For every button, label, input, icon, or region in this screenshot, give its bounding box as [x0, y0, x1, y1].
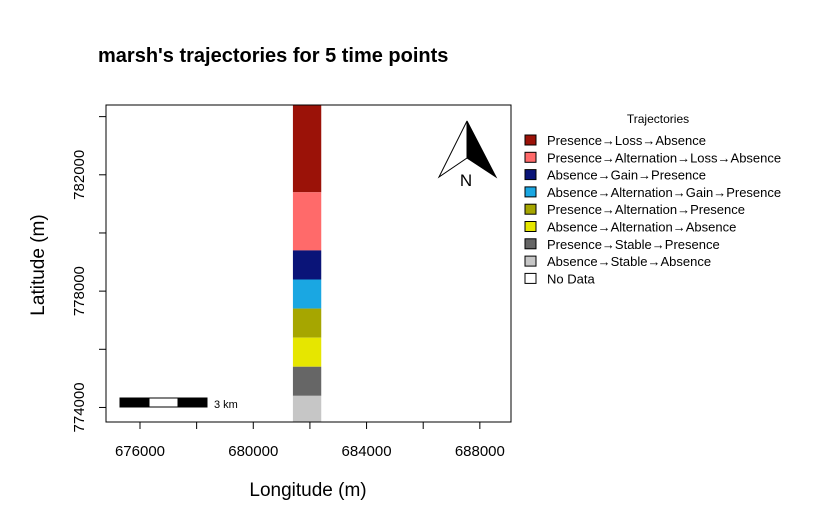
legend-label: No Data — [547, 271, 595, 286]
legend-swatch — [524, 238, 537, 250]
y-tick-label: 782000 — [71, 150, 88, 200]
trajectory-cell — [292, 366, 322, 396]
y-tick-label: 774000 — [71, 382, 88, 432]
plot-area — [105, 104, 512, 423]
scale-bar-label: 3 km — [214, 399, 238, 411]
legend-label: Absence→Stable→Absence — [547, 254, 711, 269]
legend-label: Absence→Alternation→Gain→Presence — [547, 185, 781, 200]
chart-title: marsh's trajectories for 5 time points — [98, 45, 448, 67]
y-tick-label: 778000 — [71, 266, 88, 316]
x-tick-label: 676000 — [115, 443, 165, 460]
trajectory-cell — [292, 279, 322, 309]
y-axis-title: Latitude (m) — [28, 214, 49, 315]
legend-label: Presence→Alternation→Presence — [547, 202, 745, 217]
legend-swatch — [524, 255, 537, 267]
x-axis: 676000 680000 684000 688000 — [115, 422, 505, 460]
scale-bar-segment — [148, 397, 179, 408]
trajectory-cell — [292, 308, 322, 338]
trajectory-cell — [292, 250, 322, 280]
legend-label: Absence→Gain→Presence — [547, 168, 706, 183]
legend-swatch — [524, 169, 537, 181]
legend: Trajectories Presence→Loss→AbsencePresen… — [524, 112, 781, 286]
legend-swatch — [524, 203, 537, 215]
north-arrow-left-half — [437, 120, 468, 179]
legend-label: Presence→Alternation→Loss→Absence — [547, 150, 781, 165]
legend-entries: Presence→Loss→Absence Presence→Alternatio… — [524, 133, 781, 286]
north-arrow-right-half — [466, 120, 498, 179]
north-arrow: N — [437, 120, 498, 190]
north-arrow-label: N — [460, 171, 472, 190]
y-axis: 774000 778000 782000 — [71, 116, 106, 432]
legend-swatch — [524, 272, 537, 284]
scale-bar-segment — [177, 397, 208, 408]
legend-label: Presence→Stable→Presence — [547, 237, 720, 252]
scale-bar-segment — [119, 397, 150, 408]
trajectory-cell — [292, 192, 322, 251]
trajectory-cells — [292, 105, 322, 422]
legend-label: Presence→Loss→Absence — [547, 133, 706, 148]
legend-swatch — [524, 221, 537, 232]
legend-swatch — [524, 151, 537, 163]
x-tick-label: 680000 — [228, 443, 278, 460]
legend-swatch — [524, 186, 537, 198]
legend-swatch — [524, 134, 537, 146]
legend-title: Trajectories — [627, 112, 689, 126]
x-tick-label: 688000 — [455, 443, 505, 460]
trajectory-cell — [292, 105, 322, 193]
scale-bar: 3 km — [119, 397, 238, 411]
x-tick-label: 684000 — [342, 443, 392, 460]
plot-border — [105, 104, 512, 423]
trajectory-cell — [292, 395, 322, 422]
trajectory-cell — [292, 337, 322, 367]
x-axis-title: Longitude (m) — [249, 480, 366, 501]
legend-label: Absence→Alternation→Absence — [547, 220, 736, 235]
